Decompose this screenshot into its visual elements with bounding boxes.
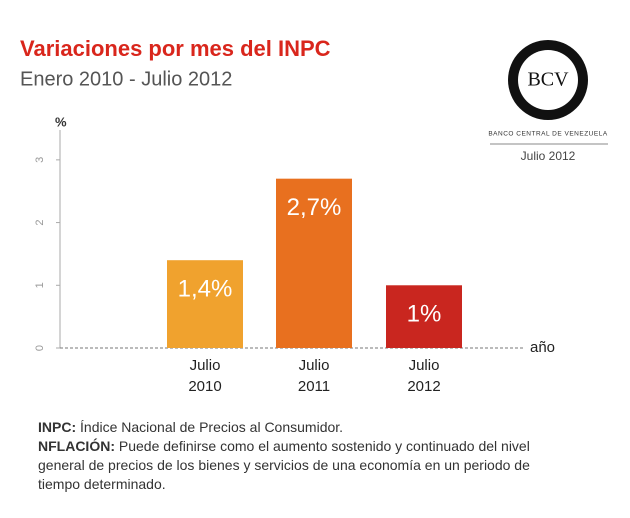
y-tick-label: 2 <box>34 220 46 226</box>
y-tick-label: 0 <box>34 345 46 351</box>
notes: INPC: Índice Nacional de Precios al Cons… <box>38 418 538 494</box>
x-tick-label: Julio 2012 <box>407 357 441 395</box>
x-tick-label: Julio 2010 <box>188 357 222 395</box>
logo-date: Julio 2012 <box>521 149 576 163</box>
logo: BCV BANCO CENTRAL DE VENEZUELA Julio 201… <box>488 40 608 163</box>
note: NFLACIÓN: Puede definirse como el aument… <box>38 438 530 492</box>
logo-name: BANCO CENTRAL DE VENEZUELA <box>488 131 607 138</box>
note-term: NFLACIÓN: <box>38 438 115 454</box>
chart-subtitle: Enero 2010 - Julio 2012 <box>20 68 232 90</box>
y-tick-label: 3 <box>34 157 46 163</box>
logo-mark: BCV <box>527 69 569 91</box>
x-axis-label: año <box>530 339 555 356</box>
note-text: Índice Nacional de Precios al Consumidor… <box>80 419 344 435</box>
value-label: 1% <box>407 301 442 328</box>
y-axis-label: % <box>55 114 67 129</box>
logo-seal-inner <box>518 50 578 110</box>
value-label: 1,4% <box>178 276 233 303</box>
note: INPC: Índice Nacional de Precios al Cons… <box>38 419 343 435</box>
x-tick-label: Julio 2011 <box>297 357 331 395</box>
bar <box>386 285 462 348</box>
note-text: Puede definirse como el aumento sostenid… <box>38 438 530 492</box>
bar <box>276 178 352 348</box>
note-term: INPC: <box>38 419 77 435</box>
chart-title: Variaciones por mes del INPC <box>20 36 331 61</box>
y-tick-label: 1 <box>34 282 46 288</box>
value-label: 2,7% <box>287 194 342 221</box>
bar <box>167 260 243 348</box>
